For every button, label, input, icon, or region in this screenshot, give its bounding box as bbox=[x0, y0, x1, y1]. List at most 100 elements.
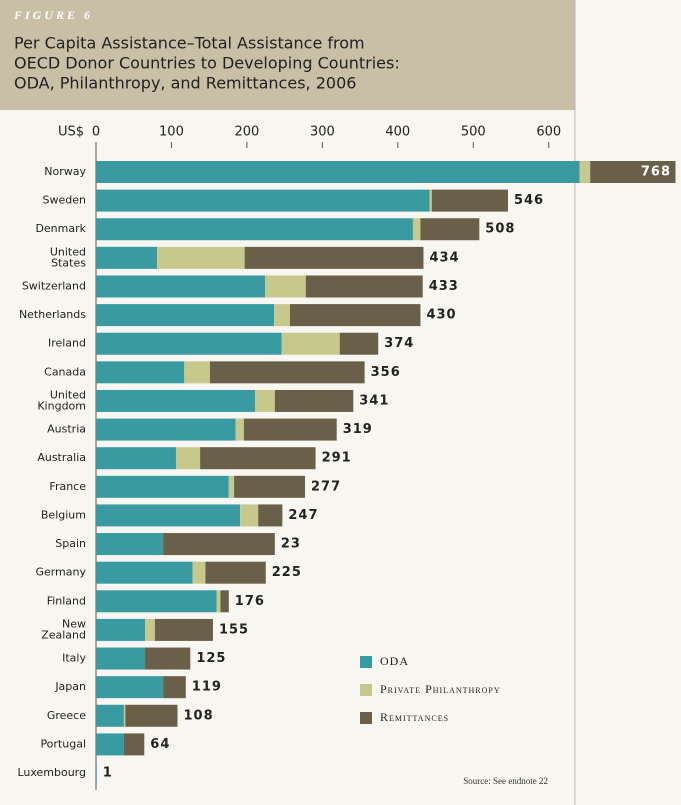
category-label: Luxembourg bbox=[17, 766, 86, 779]
bar-segment bbox=[96, 704, 124, 727]
x-tick-label: 200 bbox=[234, 125, 259, 140]
chart-title: Per Capita Assistance–Total Assistance f… bbox=[14, 34, 365, 53]
bar-segment bbox=[157, 246, 245, 269]
total-label: 768 bbox=[641, 165, 671, 180]
legend-label: Remittances bbox=[380, 710, 449, 724]
total-label: 430 bbox=[426, 308, 456, 323]
bar-segment bbox=[220, 590, 229, 613]
bar-segment bbox=[96, 504, 241, 527]
x-tick-label: 400 bbox=[385, 125, 410, 140]
bar-segment bbox=[579, 161, 591, 183]
total-label: 374 bbox=[384, 336, 414, 351]
category-label: Spain bbox=[55, 537, 86, 550]
category-label: Japan bbox=[54, 680, 86, 693]
legend-swatch bbox=[360, 712, 372, 724]
legend-label: ODA bbox=[380, 654, 409, 668]
category-label: Portugal bbox=[40, 737, 86, 750]
bar-segment bbox=[145, 618, 155, 641]
category-label: Ireland bbox=[48, 337, 86, 350]
category-label: Norway bbox=[44, 165, 86, 178]
header-band bbox=[0, 0, 575, 110]
bar-segment bbox=[200, 447, 316, 470]
chart-title: ODA, Philanthropy, and Remittances, 2006 bbox=[14, 74, 356, 93]
bar-segment bbox=[96, 389, 256, 412]
bar-segment bbox=[96, 361, 185, 384]
bar-segment bbox=[96, 733, 124, 756]
total-label: 434 bbox=[429, 250, 459, 265]
bar-segment bbox=[96, 647, 146, 670]
bar-segment bbox=[205, 561, 266, 584]
chart-title: OECD Donor Countries to Developing Count… bbox=[14, 54, 400, 73]
bar-segment bbox=[429, 189, 432, 212]
x-tick-label: 100 bbox=[159, 125, 184, 140]
category-label: Greece bbox=[47, 709, 86, 722]
bar-segment bbox=[96, 561, 193, 584]
category-label: United States bbox=[50, 245, 86, 269]
bar-segment bbox=[175, 447, 201, 470]
bar-segment bbox=[163, 676, 186, 699]
figure-label: FIGURE 6 bbox=[13, 8, 93, 22]
bar-segment bbox=[234, 475, 306, 498]
total-label: 247 bbox=[288, 508, 318, 523]
bar-segment bbox=[96, 189, 430, 212]
bar-segment bbox=[96, 246, 158, 269]
category-label: Italy bbox=[62, 652, 86, 665]
bar-segment bbox=[96, 762, 97, 785]
category-label: Austria bbox=[47, 423, 86, 436]
category-label: United Kingdom bbox=[37, 388, 86, 412]
total-label: 64 bbox=[150, 737, 170, 752]
legend-swatch bbox=[360, 684, 372, 696]
total-label: 291 bbox=[322, 451, 352, 466]
bar-segment bbox=[274, 389, 354, 412]
source-note: Source: See endnote 22 bbox=[463, 776, 548, 786]
total-label: 508 bbox=[485, 222, 515, 237]
bar-segment bbox=[96, 447, 176, 470]
bar-segment bbox=[412, 218, 421, 241]
total-label: 356 bbox=[371, 365, 401, 380]
category-label: New Zealand bbox=[41, 617, 86, 641]
bar-segment bbox=[281, 332, 340, 355]
bar-segment bbox=[305, 275, 423, 298]
legend-label: Private Philanthropy bbox=[380, 682, 501, 696]
bar-segment bbox=[289, 304, 421, 327]
category-label: Switzerland bbox=[22, 279, 86, 292]
bar-segment bbox=[243, 418, 337, 441]
bar-segment bbox=[216, 590, 221, 613]
x-tick-label: 500 bbox=[461, 125, 486, 140]
total-label: 176 bbox=[235, 594, 265, 609]
category-label: France bbox=[49, 480, 86, 493]
bar-segment bbox=[274, 304, 290, 327]
bar-segment bbox=[258, 504, 283, 527]
bar-segment bbox=[96, 618, 146, 641]
bar-segment bbox=[145, 647, 191, 670]
bar-segment bbox=[96, 304, 275, 327]
bar-segment bbox=[235, 418, 244, 441]
bar-segment bbox=[96, 533, 164, 556]
axis-unit: US$ bbox=[58, 125, 84, 140]
total-label: 433 bbox=[429, 279, 459, 294]
category-label: Germany bbox=[35, 566, 86, 579]
bar-segment bbox=[125, 704, 178, 727]
bar-segment bbox=[123, 733, 145, 756]
category-label: Netherlands bbox=[19, 308, 86, 321]
total-label: 341 bbox=[359, 393, 389, 408]
category-label: Denmark bbox=[35, 222, 86, 235]
bar-segment bbox=[96, 590, 217, 613]
category-label: Belgium bbox=[41, 508, 86, 521]
bar-segment bbox=[339, 332, 379, 355]
legend-swatch bbox=[360, 656, 372, 668]
total-label: 119 bbox=[192, 680, 222, 695]
bar-segment bbox=[96, 161, 580, 183]
bar-segment bbox=[244, 246, 424, 269]
total-label: 319 bbox=[343, 422, 373, 437]
total-label: 125 bbox=[196, 651, 226, 666]
bar-segment bbox=[228, 475, 235, 498]
total-label: 225 bbox=[272, 565, 302, 580]
bar-segment bbox=[96, 275, 266, 298]
total-label: 277 bbox=[311, 479, 341, 494]
bar-segment bbox=[240, 504, 259, 527]
bar-segment bbox=[123, 704, 126, 727]
bar-segment bbox=[96, 676, 164, 699]
bar-segment bbox=[265, 275, 306, 298]
